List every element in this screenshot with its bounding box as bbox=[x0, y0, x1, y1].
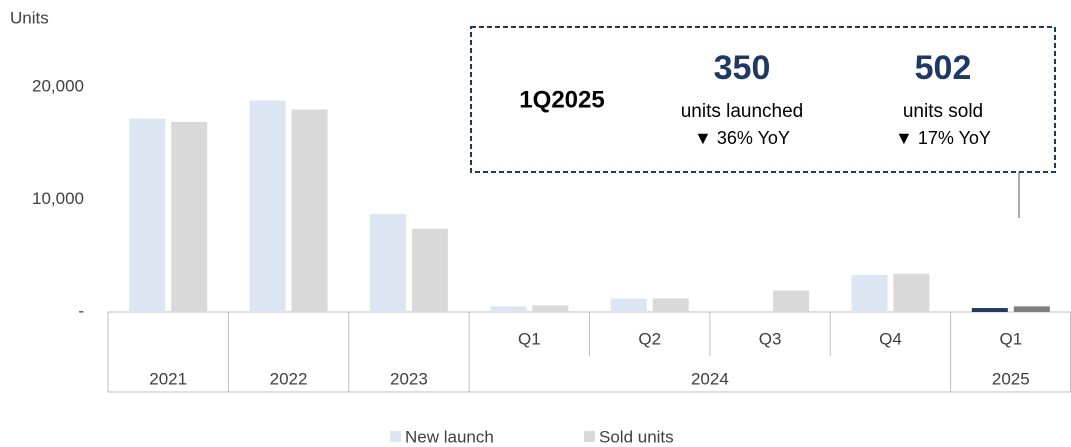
bar bbox=[291, 109, 328, 312]
bar bbox=[652, 298, 689, 312]
bar bbox=[893, 273, 930, 312]
kpi-value: 502 bbox=[915, 49, 972, 87]
bar bbox=[490, 306, 527, 312]
callout-period: 1Q2025 bbox=[519, 86, 604, 113]
bar bbox=[851, 274, 888, 312]
bar bbox=[532, 305, 569, 312]
bar bbox=[249, 100, 286, 312]
kpi-change: ▼ 17% YoY bbox=[895, 128, 991, 148]
x-tick-label: Q3 bbox=[759, 329, 782, 348]
bar bbox=[731, 310, 768, 312]
bar bbox=[773, 290, 810, 312]
kpi-label: units launched bbox=[681, 101, 804, 122]
bar bbox=[971, 308, 1008, 312]
x-group-label: 2024 bbox=[691, 369, 729, 388]
x-group-label: 2023 bbox=[390, 369, 428, 388]
bar bbox=[411, 228, 448, 312]
legend-label: New launch bbox=[405, 427, 494, 446]
bar bbox=[369, 214, 406, 312]
y-tick-label: - bbox=[78, 301, 84, 320]
legend-label: Sold units bbox=[599, 427, 674, 446]
x-tick-label: Q1 bbox=[999, 329, 1022, 348]
x-group-label: 2025 bbox=[992, 369, 1030, 388]
x-tick-label: Q4 bbox=[879, 329, 902, 348]
x-tick-label: Q2 bbox=[638, 329, 661, 348]
bar bbox=[610, 298, 647, 312]
callout-box bbox=[470, 26, 1056, 173]
bar bbox=[171, 121, 208, 312]
x-group-label: 2021 bbox=[149, 369, 187, 388]
legend-swatch bbox=[390, 431, 401, 442]
bar bbox=[129, 118, 166, 312]
kpi-label: units sold bbox=[903, 101, 983, 122]
bar bbox=[1013, 306, 1050, 312]
y-axis-label: Units bbox=[10, 8, 49, 27]
x-tick-label: Q1 bbox=[518, 329, 541, 348]
kpi-value: 350 bbox=[714, 49, 771, 87]
y-tick-label: 10,000 bbox=[32, 189, 84, 208]
kpi-change: ▼ 36% YoY bbox=[694, 128, 790, 148]
x-group-label: 2022 bbox=[270, 369, 308, 388]
legend-swatch bbox=[584, 431, 595, 442]
y-tick-label: 20,000 bbox=[32, 76, 84, 95]
